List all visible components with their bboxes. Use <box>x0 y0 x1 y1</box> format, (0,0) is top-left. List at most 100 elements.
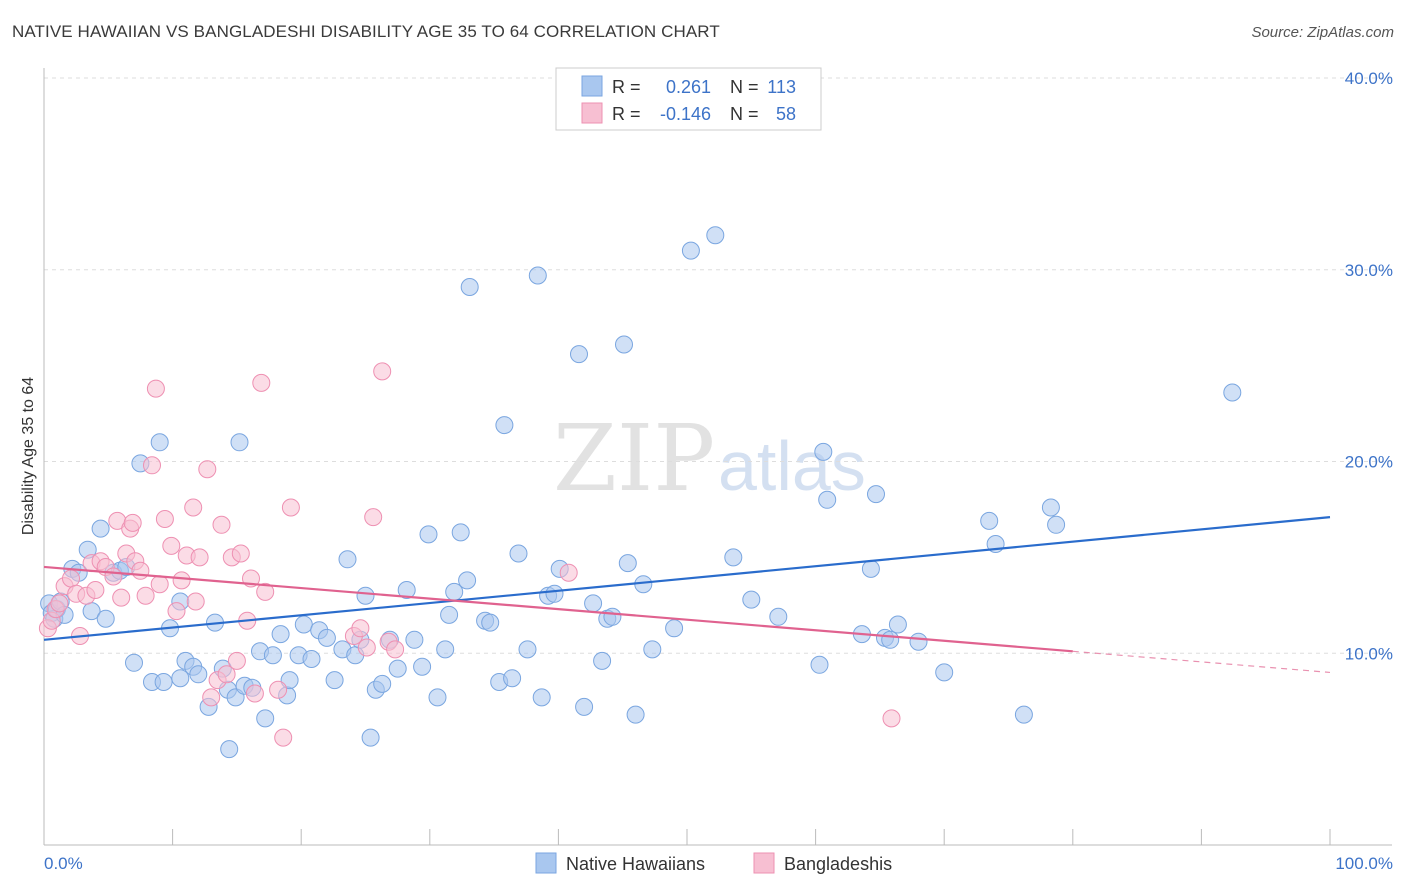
bangladeshis-point-20 <box>131 561 150 580</box>
bangladeshis-point-27 <box>167 602 186 621</box>
native-hawaiians-point-52 <box>361 728 380 747</box>
bangladeshis-point-55 <box>386 640 405 659</box>
legend-swatch-bangladeshis <box>753 852 775 874</box>
x-tick-labels: 0.0% 100.0% <box>44 854 1393 873</box>
native-hawaiians-point-81 <box>575 697 594 716</box>
native-hawaiians-point-36 <box>256 709 275 728</box>
trend-line-bangladeshis-extension <box>1072 650 1331 674</box>
native-hawaiians-point-56 <box>388 659 407 678</box>
bangladeshis-point-47 <box>274 728 293 747</box>
native-hawaiians-point-43 <box>302 650 321 668</box>
native-hawaiians-point-11 <box>96 609 115 628</box>
trend-line-bangladeshis <box>43 565 1073 653</box>
bangladeshis-point-39 <box>227 651 246 670</box>
legend-swatch-pink <box>581 102 603 124</box>
bangladeshis-point-43 <box>245 684 264 703</box>
native-hawaiians-point-91 <box>665 619 684 638</box>
native-hawaiians-point-94 <box>724 548 743 567</box>
bangladeshis-point-52 <box>364 508 383 527</box>
y-tick-label-10: 10.0% <box>1345 644 1393 663</box>
legend-label-native-hawaiians: Native Hawaiians <box>566 854 705 874</box>
native-hawaiians-point-72 <box>503 669 522 688</box>
native-hawaiians-point-96 <box>769 607 788 626</box>
native-hawaiians-point-67 <box>460 278 479 296</box>
native-hawaiians-point-112 <box>1047 515 1066 534</box>
bangladeshis-point-22 <box>143 456 161 475</box>
native-hawaiians-point-38 <box>271 625 290 644</box>
native-hawaiians-point-45 <box>317 628 336 647</box>
bangladeshis-point-33 <box>198 460 217 479</box>
native-hawaiians-point-65 <box>451 523 470 542</box>
bangladeshis-point-21 <box>136 586 155 605</box>
legend-r-label-1: R = <box>612 77 641 97</box>
watermark-zip: ZIP <box>553 405 715 512</box>
native-hawaiians-point-92 <box>681 241 700 260</box>
native-hawaiians-point-104 <box>881 630 900 649</box>
native-hawaiians-point-32 <box>230 433 249 452</box>
native-hawaiians-point-48 <box>338 550 357 569</box>
native-hawaiians-point-98 <box>814 442 833 461</box>
legend-n-value-2: 58 <box>776 104 796 124</box>
native-hawaiians-point-88 <box>626 705 645 724</box>
bangladeshis-point-31 <box>186 592 205 611</box>
native-hawaiians-point-40 <box>280 671 299 690</box>
bangladeshis-point-44 <box>252 373 271 392</box>
native-hawaiians-point-10 <box>91 519 110 538</box>
native-hawaiians-point-87 <box>618 554 637 573</box>
native-hawaiians-point-90 <box>643 640 662 659</box>
bangladeshis-point-18 <box>123 513 142 532</box>
native-hawaiians-point-73 <box>509 544 528 563</box>
native-hawaiians-point-110 <box>1014 705 1033 724</box>
native-hawaiians-point-46 <box>325 671 344 690</box>
native-hawaiians-point-86 <box>615 335 633 354</box>
native-hawaiians-point-51 <box>356 586 375 605</box>
bangladeshis-point-45 <box>256 582 275 601</box>
x-tick-label-min: 0.0% <box>44 854 83 873</box>
bangladeshis-point-30 <box>184 498 203 517</box>
chart-title: NATIVE HAWAIIAN VS BANGLADESHI DISABILIT… <box>12 22 720 41</box>
native-hawaiians-point-74 <box>518 640 537 659</box>
trend-lines <box>43 516 1331 674</box>
native-hawaiians-point-63 <box>440 605 459 624</box>
trend-line-native-hawaiians <box>43 516 1331 641</box>
bangladeshis-point-23 <box>146 379 165 398</box>
legend-r-value-1: 0.261 <box>666 77 711 97</box>
native-hawaiians-point-108 <box>980 511 999 530</box>
native-hawaiians-point-105 <box>888 615 907 634</box>
native-hawaiians-point-71 <box>495 416 514 435</box>
native-hawaiians-point-78 <box>545 584 564 603</box>
bangladeshis-point-40 <box>231 544 250 563</box>
bangladeshis-point-5 <box>62 569 80 588</box>
y-axis-label: Disability Age 35 to 64 <box>20 377 37 535</box>
native-hawaiians-point-106 <box>909 632 928 651</box>
correlation-legend: R = 0.261 N = 113 R = -0.146 N = 58 <box>555 67 822 131</box>
native-hawaiians-point-95 <box>742 590 761 609</box>
series-legend: Native Hawaiians Bangladeshis <box>535 852 892 874</box>
native-hawaiians-point-83 <box>593 651 612 670</box>
native-hawaiians-point-62 <box>436 640 455 659</box>
y-tick-label-20: 20.0% <box>1345 453 1393 472</box>
native-hawaiians-point-111 <box>1041 498 1060 517</box>
native-hawaiians-point-99 <box>818 490 837 509</box>
native-hawaiians-point-80 <box>570 345 588 364</box>
bangladeshis-point-3 <box>50 594 69 613</box>
bangladeshis-point-36 <box>212 515 231 534</box>
watermark-atlas: atlas <box>718 427 866 505</box>
x-tick-label-max: 100.0% <box>1335 854 1393 873</box>
bangladeshis-point-51 <box>357 638 376 657</box>
y-tick-label-40: 40.0% <box>1345 69 1393 88</box>
bangladeshis-point-48 <box>281 498 300 517</box>
native-hawaiians-point-93 <box>706 226 725 245</box>
native-hawaiians-point-107 <box>935 663 954 682</box>
legend-swatch-native-hawaiians <box>535 852 557 874</box>
bangladeshis-point-46 <box>269 680 288 699</box>
bangladeshis-point-24 <box>150 575 169 594</box>
bangladeshis-point-50 <box>351 619 370 638</box>
native-hawaiians-point-101 <box>861 559 880 578</box>
series-bangladeshis <box>38 362 901 747</box>
bangladeshis-point-56 <box>559 563 578 582</box>
source-label: Source: ZipAtlas.com <box>1251 24 1394 41</box>
legend-n-label-1: N = <box>730 77 759 97</box>
bangladeshis-point-34 <box>202 688 221 707</box>
